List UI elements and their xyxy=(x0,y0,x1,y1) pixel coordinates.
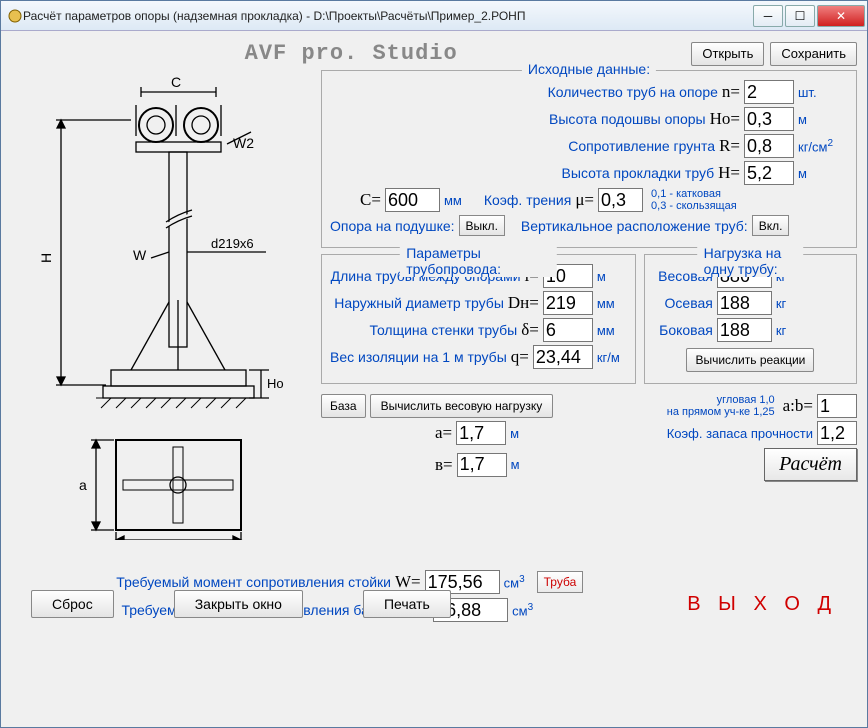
h-unit: м xyxy=(798,166,848,181)
pad-toggle[interactable]: Выкл. xyxy=(459,215,505,236)
mu-input[interactable] xyxy=(598,188,643,212)
q-unit: кг/м xyxy=(597,350,627,365)
vert-toggle[interactable]: Вкл. xyxy=(752,215,790,236)
ab-note: угловая 1,0на прямом уч-ке 1,25 xyxy=(667,394,775,418)
t-input[interactable] xyxy=(543,318,593,342)
loads-legend: Нагрузка на одну трубу: xyxy=(698,245,804,277)
w-unit: см3 xyxy=(504,574,525,590)
a-symbol: a= xyxy=(435,423,452,443)
top-toolbar: AVF pro. Studio Открыть Сохранить xyxy=(11,41,857,66)
n-symbol: n= xyxy=(722,82,740,102)
app-window: Расчёт параметров опоры (надземная прокл… xyxy=(0,0,868,728)
mu-note: 0,1 - катковая0,3 - скользящая xyxy=(651,188,737,212)
b-input[interactable] xyxy=(457,453,507,477)
ho-symbol: Ho= xyxy=(710,109,740,129)
a-unit: м xyxy=(510,426,519,441)
source-data-group: Исходные данные: Количество труб на опор… xyxy=(321,70,857,248)
t-symbol: δ= xyxy=(521,320,539,340)
dn-label: Наружный диаметр трубы xyxy=(330,295,504,311)
calc-weight-button[interactable]: Вычислить весовую нагрузку xyxy=(370,394,554,418)
safety-label: Коэф. запаса прочности xyxy=(667,426,813,441)
b-symbol: в= xyxy=(435,455,453,475)
side-unit: кг xyxy=(776,323,786,338)
ab-symbol: a:b= xyxy=(783,396,813,416)
dn-input[interactable] xyxy=(543,291,593,315)
main-area: C W2 xyxy=(11,70,857,540)
window-controls: ─ ☐ ✕ xyxy=(751,5,865,27)
q-symbol: q= xyxy=(511,347,529,367)
close-window-button[interactable]: Закрыть окно xyxy=(174,590,303,618)
ho-input[interactable] xyxy=(744,107,794,131)
h-symbol: H= xyxy=(718,163,740,183)
axial-input[interactable] xyxy=(717,291,772,315)
mu-label: Коэф. трения xyxy=(484,192,572,208)
loads-group: Нагрузка на одну трубу: Весовая кг Осева… xyxy=(644,254,857,384)
bottom-toolbar: Сброс Закрыть окно Печать В Ы Х О Д xyxy=(1,590,867,618)
t-label: Толщина стенки трубы xyxy=(330,322,517,338)
maximize-button[interactable]: ☐ xyxy=(785,5,815,27)
reset-button[interactable]: Сброс xyxy=(31,590,114,618)
calc-reactions-button[interactable]: Вычислить реакции xyxy=(686,348,814,372)
exit-button[interactable]: В Ы Х О Д xyxy=(687,593,837,616)
titlebar: Расчёт параметров опоры (надземная прокл… xyxy=(1,1,867,31)
svg-text:C: C xyxy=(171,74,181,90)
safety-input[interactable] xyxy=(817,421,857,445)
svg-text:a: a xyxy=(79,477,87,493)
save-button[interactable]: Сохранить xyxy=(770,42,857,66)
svg-text:H: H xyxy=(38,253,54,263)
svg-text:Ho: Ho xyxy=(267,376,284,391)
w-label: Требуемый момент сопротивления стойки xyxy=(11,574,391,590)
print-button[interactable]: Печать xyxy=(363,590,451,618)
open-button[interactable]: Открыть xyxy=(691,42,764,66)
mu-symbol: μ= xyxy=(575,190,594,210)
n-unit: шт. xyxy=(798,85,848,100)
c-input[interactable] xyxy=(385,188,440,212)
minimize-button[interactable]: ─ xyxy=(753,5,783,27)
diagram-column: C W2 xyxy=(11,70,311,540)
axial-unit: кг xyxy=(776,296,786,311)
c-unit: мм xyxy=(444,193,462,208)
content-area: AVF pro. Studio Открыть Сохранить C xyxy=(1,31,867,632)
inputs-column: Исходные данные: Количество труб на опор… xyxy=(321,70,857,540)
t-unit: мм xyxy=(597,323,627,338)
r-unit: кг/см2 xyxy=(798,138,848,154)
a-input[interactable] xyxy=(456,421,506,445)
close-button[interactable]: ✕ xyxy=(817,5,865,27)
ho-unit: м xyxy=(798,112,848,127)
calculate-button[interactable]: Расчёт xyxy=(764,448,857,481)
pad-label: Опора на подушке: xyxy=(330,218,455,234)
n-label: Количество труб на опоре xyxy=(330,84,718,100)
svg-text:W: W xyxy=(133,247,147,263)
ho-label: Высота подошвы опоры xyxy=(330,111,706,127)
axial-label: Осевая xyxy=(653,295,713,311)
w-symbol: W= xyxy=(395,572,421,592)
n-input[interactable] xyxy=(744,80,794,104)
calc-weight-row: База Вычислить весовую нагрузку угловая … xyxy=(321,394,857,418)
pipe-params-group: Параметры трубопровода: Длина трубы межд… xyxy=(321,254,636,384)
l-unit: м xyxy=(597,269,627,284)
pipe-legend: Параметры трубопровода: xyxy=(400,245,556,277)
b-unit: м xyxy=(511,457,520,472)
dn-symbol: Dн= xyxy=(508,293,539,313)
svg-text:d219x6: d219x6 xyxy=(211,236,254,251)
window-title: Расчёт параметров опоры (надземная прокл… xyxy=(23,9,751,23)
q-label: Вес изоляции на 1 м трубы xyxy=(330,349,507,365)
support-diagram: C W2 xyxy=(11,70,301,540)
r-input[interactable] xyxy=(744,134,794,158)
c-symbol: C= xyxy=(360,190,381,210)
h-input[interactable] xyxy=(744,161,794,185)
q-input[interactable] xyxy=(533,345,593,369)
side-label: Боковая xyxy=(653,322,713,338)
svg-text:W2: W2 xyxy=(233,135,254,151)
source-legend: Исходные данные: xyxy=(522,61,656,77)
r-label: Сопротивление грунта xyxy=(330,138,715,154)
r-symbol: R= xyxy=(719,136,740,156)
ab-input[interactable] xyxy=(817,394,857,418)
dn-unit: мм xyxy=(597,296,627,311)
h-label: Высота прокладки труб xyxy=(330,165,714,181)
database-button[interactable]: База xyxy=(321,394,366,418)
app-icon xyxy=(7,8,23,24)
side-input[interactable] xyxy=(717,318,772,342)
vert-label: Вертикальное расположение труб: xyxy=(521,218,748,234)
